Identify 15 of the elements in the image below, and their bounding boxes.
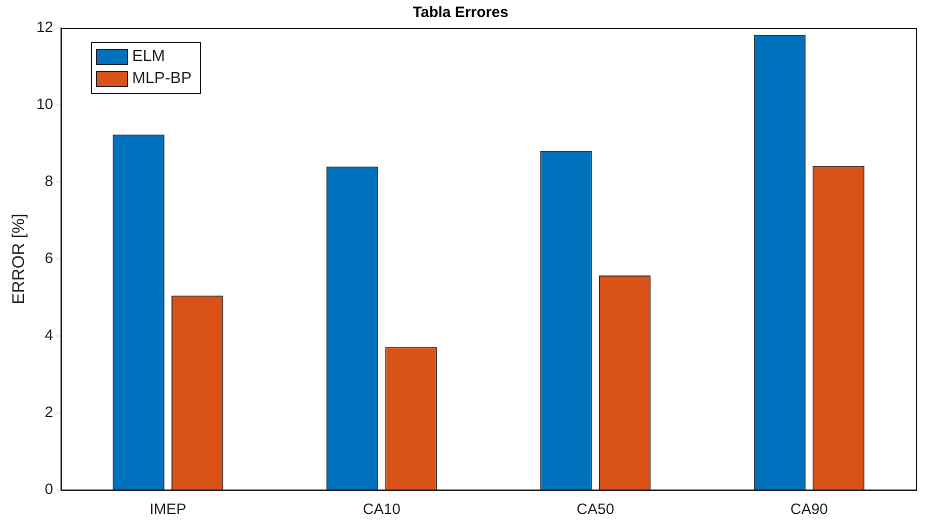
y-tick-label: 10 [36,96,54,114]
legend-label: MLP-BP [132,70,192,88]
x-tick-label: CA50 [576,501,614,518]
y-tick-label: 6 [44,250,54,268]
y-tick-label: 12 [36,19,54,36]
chart-title: Tabla Errores [412,4,508,22]
x-tick-label: IMEP [150,501,186,518]
y-axis-title: ERROR [%] [8,214,28,304]
y-tick-label: 0 [44,481,54,498]
y-tick-label: 2 [44,404,54,422]
x-tick-label: CA10 [362,501,400,518]
x-tick-label: CA90 [790,501,828,518]
y-tick-label: 4 [44,327,54,344]
legend-label: ELM [132,48,165,66]
y-tick-label: 8 [44,173,54,190]
